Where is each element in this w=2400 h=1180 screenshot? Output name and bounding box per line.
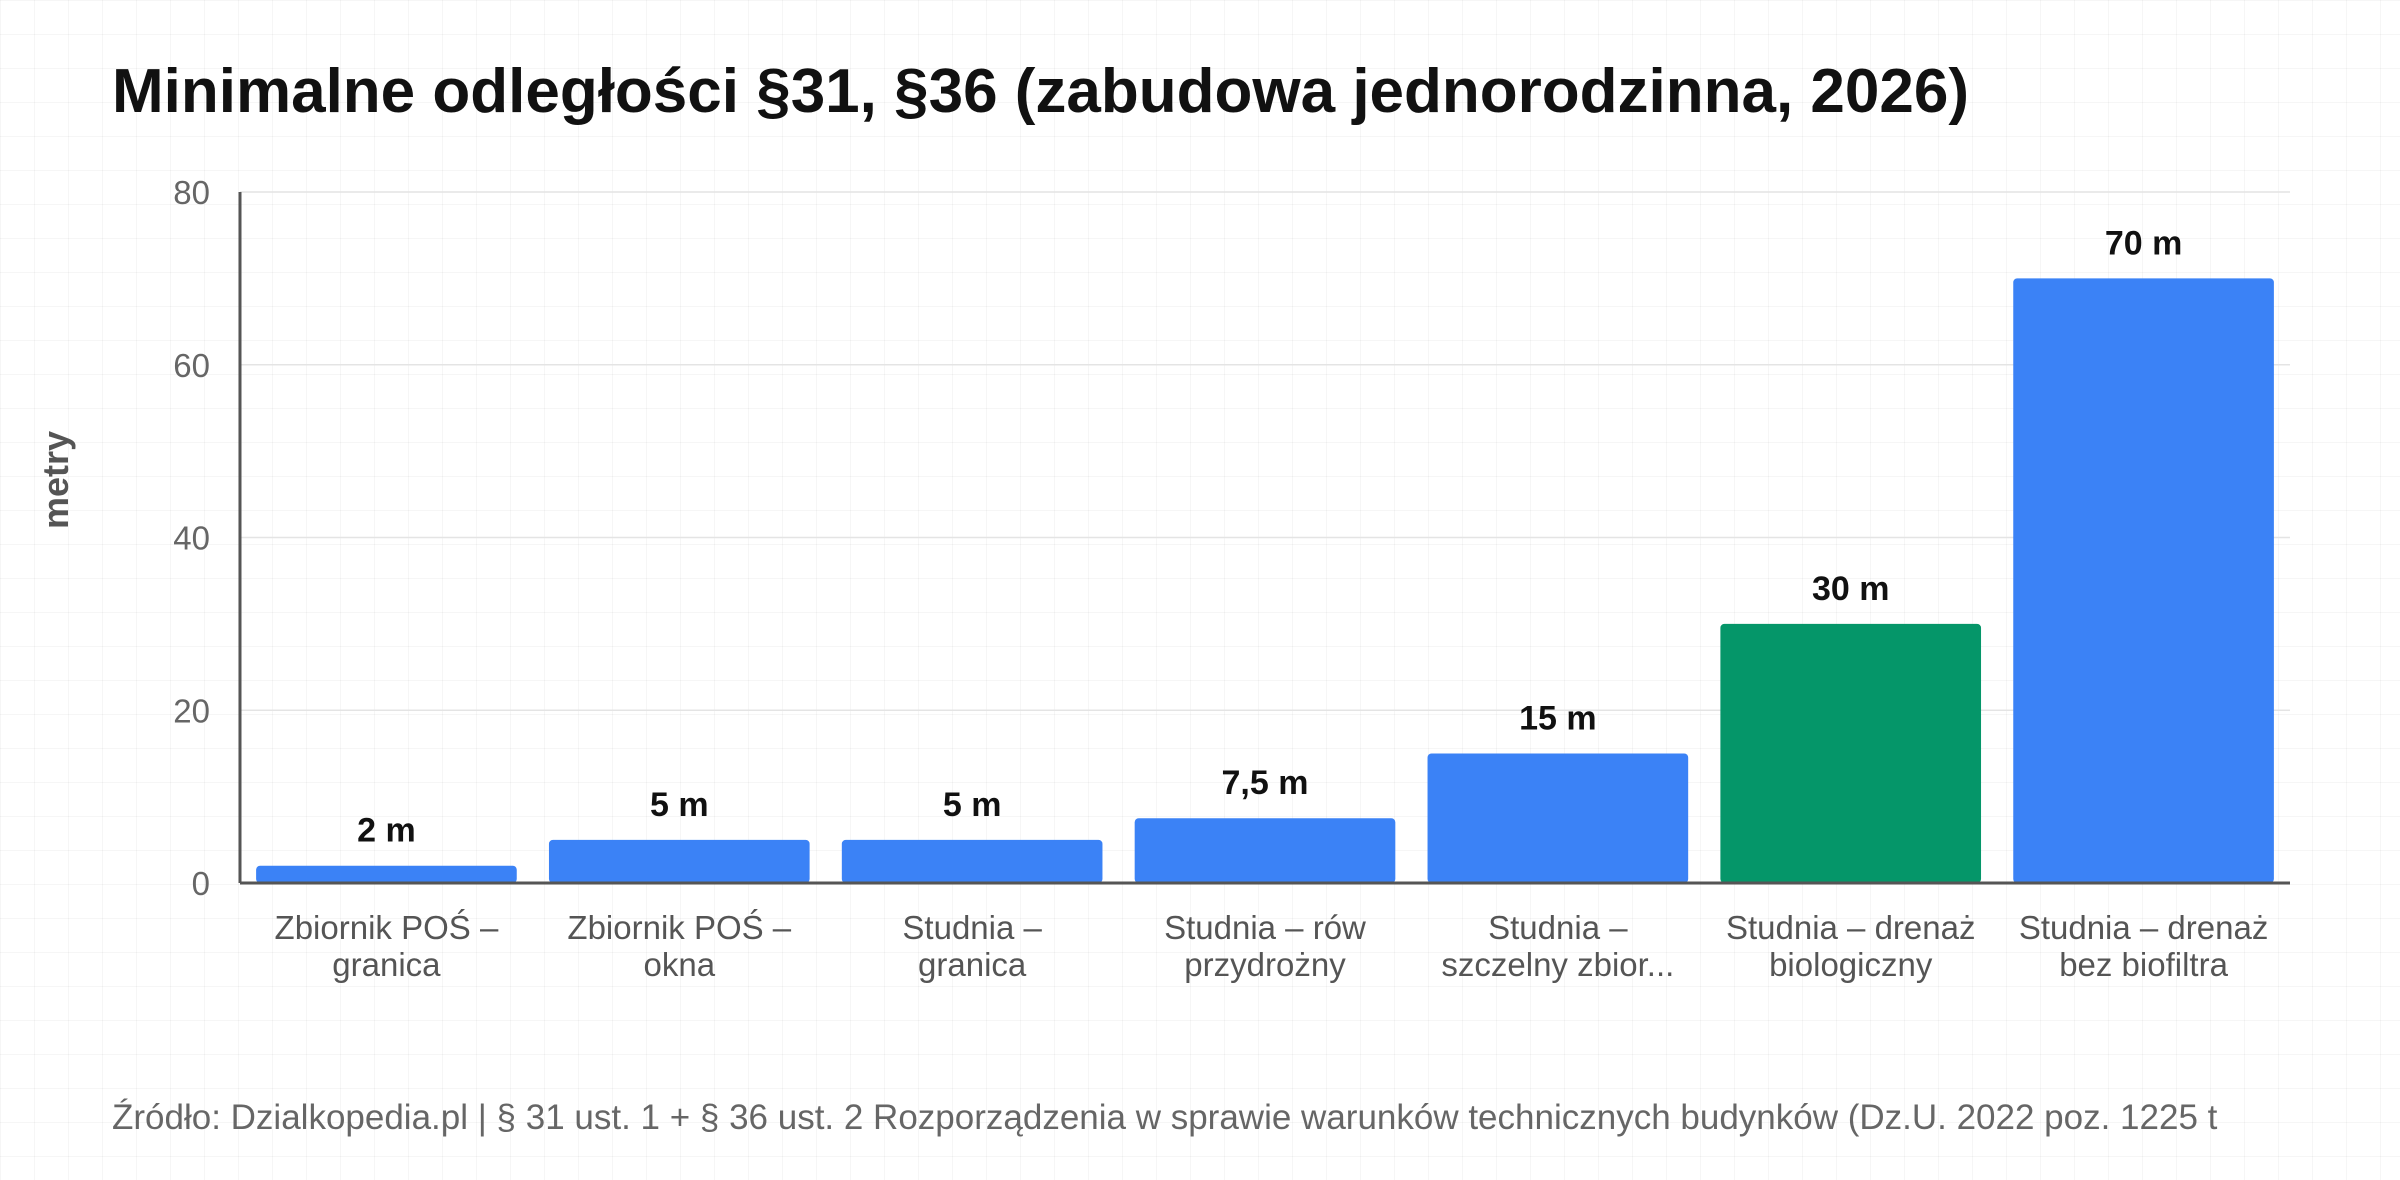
x-tick-label: Studnia – rów (1164, 909, 1366, 946)
bar-data-label: 5 m (650, 786, 709, 824)
bar (1134, 818, 1396, 883)
bar-data-label: 70 m (2105, 224, 2183, 262)
x-tick-label: szczelny zbior... (1441, 946, 1674, 983)
x-tick-label: Zbiornik POŚ – (275, 908, 499, 946)
bar-data-label: 5 m (943, 786, 1002, 824)
bar (256, 865, 517, 883)
bar-data-label: 30 m (1812, 570, 1890, 608)
x-tick-label: Studnia – (1488, 909, 1628, 946)
bar (1720, 623, 1982, 883)
y-axis: 0 20 40 60 80 (173, 174, 242, 902)
y-axis-title: metry (35, 431, 76, 529)
x-tick-label: Zbiornik POŚ – (567, 908, 791, 946)
y-tick-label: 20 (173, 692, 210, 729)
x-tick-label: granica (918, 946, 1027, 983)
x-tick-label: bez biofiltra (2059, 946, 2228, 983)
bar-data-label: 2 m (357, 812, 416, 850)
chart-title: Minimalne odległości §31, §36 (zabudowa … (112, 57, 1970, 126)
y-tick-label: 0 (192, 865, 210, 902)
x-tick-label: Studnia – drenaż (2019, 909, 2269, 946)
x-tick-label: przydrożny (1184, 946, 1346, 983)
y-tick-label: 40 (173, 520, 210, 557)
x-tick-label: biologiczny (1769, 946, 1933, 983)
data-labels: 2 m 5 m 5 m 7,5 m 15 m 30 m 70 m (357, 224, 2182, 849)
bar-data-label: 15 m (1519, 699, 1597, 737)
bar (2013, 278, 2274, 883)
bar (841, 839, 1103, 883)
source-note: Źródło: Dzialkopedia.pl | § 31 ust. 1 + … (112, 1098, 2218, 1137)
grid-lines (240, 191, 2290, 711)
y-tick-label: 80 (173, 174, 210, 211)
bar (548, 839, 810, 883)
x-tick-label: Studnia – (902, 909, 1042, 946)
x-tick-label: Studnia – drenaż (1726, 909, 1976, 946)
x-tick-label: granica (332, 946, 441, 983)
bar-data-label: 7,5 m (1222, 764, 1309, 802)
y-tick-label: 60 (173, 347, 210, 384)
bar (1427, 753, 1689, 883)
bars (256, 278, 2274, 883)
x-tick-label: okna (644, 946, 716, 983)
